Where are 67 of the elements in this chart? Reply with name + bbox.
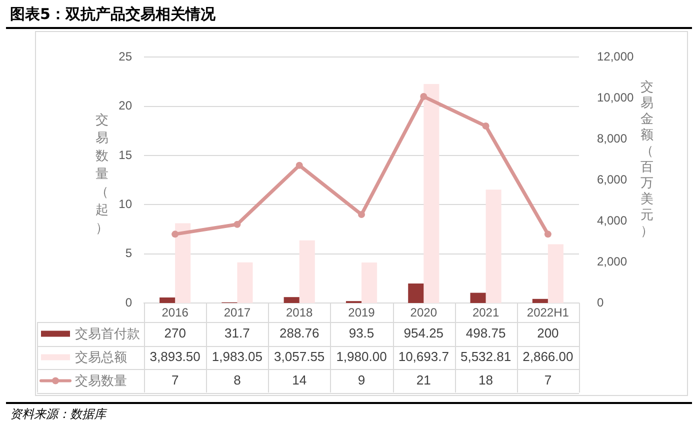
data-label: 18 (478, 372, 494, 388)
data-label: 3,893.50 (150, 348, 200, 364)
bar (408, 283, 424, 303)
bar (532, 298, 548, 303)
y-tick-label: 0 (125, 295, 132, 310)
x-tick-label: 2018 (286, 306, 314, 320)
y2-tick-label: 6,000 (597, 172, 628, 186)
text: 资料来源：数据库 (10, 406, 106, 422)
bar (175, 223, 191, 303)
data-label: 9 (358, 372, 366, 388)
y-tick-label: 5 (125, 246, 132, 260)
data-label: 8 (234, 372, 241, 388)
x-tick-label: 2019 (348, 306, 376, 320)
y2-tick-label: 2,000 (597, 254, 628, 268)
y2-tick-label: 12,000 (597, 50, 634, 64)
point (544, 230, 552, 238)
y2-tick-label: 4,000 (597, 213, 628, 228)
y-tick-label: 20 (118, 98, 132, 113)
x-tick-label: 2021 (472, 306, 500, 320)
data-label: 288.76 (279, 325, 320, 340)
y-tick-label: 15 (118, 148, 132, 162)
data-label: 200 (537, 325, 559, 340)
data-label: 5,532.81 (460, 348, 512, 364)
legend-label: 交易总额 (75, 350, 127, 366)
data-label: 14 (292, 372, 307, 388)
x-tick-label: 2017 (224, 306, 251, 320)
point (234, 220, 241, 228)
legend-label: 交易首付款 (75, 326, 140, 342)
data-label: 270 (164, 325, 186, 340)
bar (424, 84, 440, 303)
y-tick-label: 10 (118, 196, 132, 211)
bar (284, 297, 300, 303)
data-label: 2,866.00 (522, 348, 574, 364)
bar (160, 297, 176, 303)
point (482, 122, 490, 130)
bar (362, 262, 378, 303)
text: 交易金额（百万美元） (640, 80, 654, 239)
y2-tick-label: 0 (597, 295, 604, 310)
legend-label: 交易数量 (75, 373, 127, 390)
x-tick-label: 2016 (162, 306, 189, 320)
data-label: 93.5 (348, 325, 374, 340)
data-label: 498.75 (466, 325, 506, 340)
bar (486, 190, 502, 303)
data-label: 3,057.55 (274, 348, 325, 364)
point (172, 230, 179, 238)
data-label: 7 (544, 372, 552, 388)
chart-title: 图表5：双抗产品交易相关情况 (10, 4, 216, 24)
bar (548, 244, 564, 303)
point (296, 162, 303, 169)
bar (470, 292, 486, 303)
y-axis-title: 交易数量（起） (95, 112, 109, 238)
bar (299, 240, 315, 303)
data-label: 7 (171, 372, 179, 388)
point (420, 93, 428, 100)
data-label: 954.25 (404, 325, 444, 340)
x-tick-label: 2020 (410, 306, 438, 320)
data-label: 1,983.05 (212, 348, 263, 364)
data-label: 21 (416, 372, 431, 388)
y2-tick-label: 8,000 (597, 131, 628, 146)
y-tick-label: 25 (118, 50, 132, 64)
data-label: 10,693.7 (398, 348, 449, 364)
data-label: 1,980.00 (336, 348, 387, 364)
bar (237, 262, 253, 303)
point (358, 211, 365, 218)
x-tick-label: 2022H1 (526, 306, 570, 320)
y2-tick-label: 10,000 (597, 90, 634, 104)
data-label: 31.7 (224, 325, 250, 340)
